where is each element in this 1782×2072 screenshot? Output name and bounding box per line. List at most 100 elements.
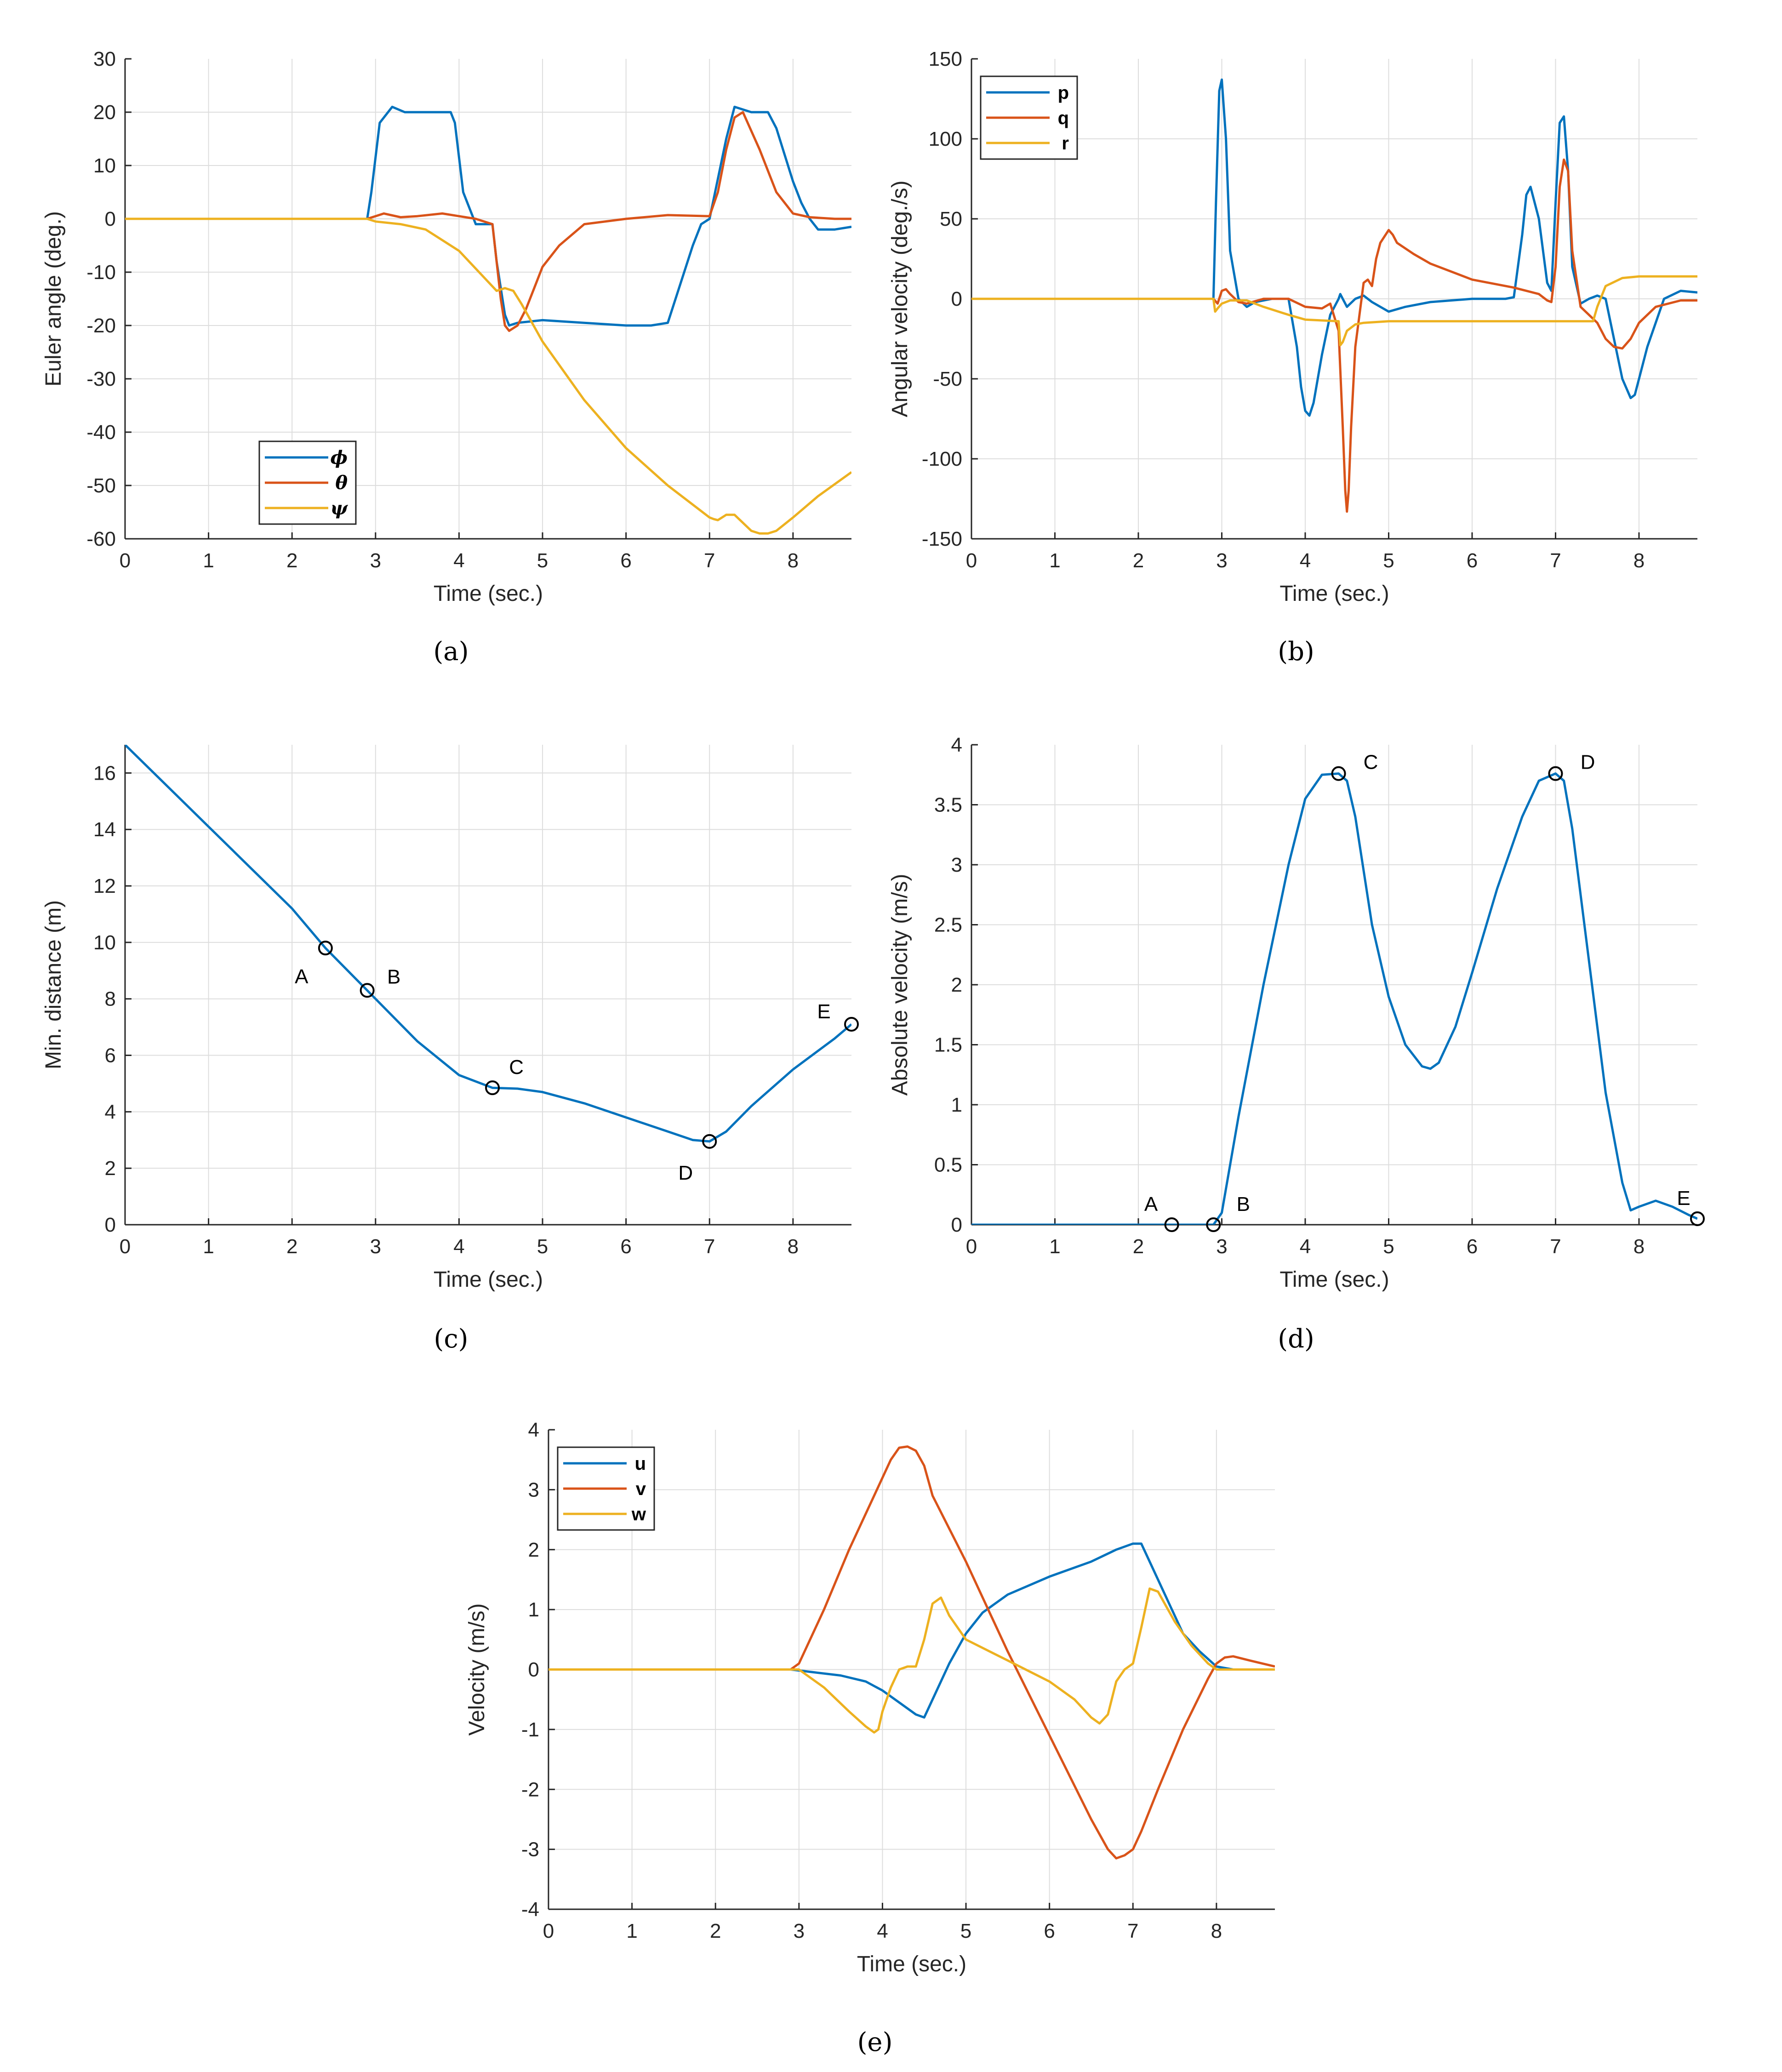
x-tick-label: 5: [1383, 1235, 1394, 1258]
panel-label-b: (b): [1278, 637, 1314, 667]
x-tick-label: 4: [453, 1235, 464, 1258]
x-tick-label: 7: [704, 1235, 715, 1258]
x-tick-label: 4: [1300, 549, 1311, 572]
marker-label-E: E: [817, 1000, 830, 1023]
x-axis-label: Time (sec.): [434, 1267, 543, 1292]
legend-label-q: q: [1058, 108, 1069, 128]
marker-B: [360, 983, 375, 998]
x-tick-label: 2: [286, 1235, 297, 1258]
x-tick-label: 4: [1300, 1235, 1311, 1258]
legend-label-r: r: [1062, 133, 1069, 154]
legend-label-ϕ: ϕ: [330, 447, 348, 468]
legend: uvw: [557, 1446, 655, 1531]
x-tick-label: 8: [788, 1235, 799, 1258]
x-tick-label: 3: [1216, 1235, 1227, 1258]
x-tick-label: 5: [1383, 549, 1394, 572]
x-tick-label: 6: [620, 549, 631, 572]
x-tick-label: 7: [704, 549, 715, 572]
x-tick-label: 1: [203, 549, 214, 572]
x-tick-label: 1: [1049, 1235, 1060, 1258]
marker-label-D: D: [1581, 751, 1595, 774]
x-tick-label: 5: [960, 1920, 971, 1942]
y-tick-label: 1: [951, 1094, 962, 1116]
x-axis-label: Time (sec.): [434, 582, 543, 606]
y-tick-label: 0: [951, 288, 962, 310]
y-tick-label: 2: [528, 1539, 539, 1561]
x-tick-label: 2: [710, 1920, 721, 1942]
marker-label-C: C: [509, 1056, 524, 1079]
x-tick-label: 0: [966, 1235, 977, 1258]
x-tick-label: 6: [620, 1235, 631, 1258]
y-tick-label: 30: [93, 48, 116, 70]
y-tick-label: 0: [105, 1214, 116, 1236]
series-line-r: [971, 275, 1697, 347]
y-tick-label: -150: [922, 528, 962, 550]
marker-C: [485, 1080, 500, 1096]
y-tick-label: 1: [528, 1598, 539, 1621]
y-tick-label: 3: [528, 1478, 539, 1501]
legend-label-u: u: [635, 1454, 646, 1474]
y-axis-label: Angular velocity (deg./s): [888, 181, 912, 417]
legend: ϕθψ: [258, 440, 357, 525]
marker-B: [1206, 1217, 1221, 1232]
y-axis-label: Euler angle (deg.): [41, 211, 66, 387]
x-tick-label: 3: [370, 1235, 381, 1258]
x-tick-label: 6: [1467, 1235, 1478, 1258]
series-line-u: [548, 1542, 1275, 1719]
x-tick-label: 1: [203, 1235, 214, 1258]
y-tick-label: 10: [93, 931, 116, 954]
chart-e: 0 1 2 3 4 5 6 7 8 -4 -3 -2 -1 0 1 2 3 4 Time (sec.) Velocit…: [465, 1419, 1275, 1976]
marker-label-D: D: [678, 1162, 693, 1184]
x-tick-label: 8: [1634, 1235, 1645, 1258]
x-tick-label: 6: [1467, 549, 1478, 572]
marker-D: [702, 1134, 717, 1149]
y-tick-label: 10: [93, 154, 116, 177]
series-line-w: [548, 1587, 1275, 1734]
y-tick-label: 4: [951, 734, 962, 756]
series-line-velocity: [971, 772, 1697, 1225]
y-tick-label: -30: [86, 368, 116, 390]
y-tick-label: -100: [922, 448, 962, 470]
series-line-distance: [125, 745, 851, 1143]
legend-label-p: p: [1058, 83, 1069, 103]
marker-C: [1331, 766, 1346, 781]
x-tick-label: 3: [1216, 549, 1227, 572]
x-tick-label: 0: [120, 1235, 131, 1258]
x-tick-label: 8: [1211, 1920, 1222, 1942]
panel-label-a: (a): [433, 637, 469, 667]
marker-E: [844, 1016, 859, 1032]
series-line-ψ: [125, 217, 851, 535]
x-tick-label: 0: [543, 1920, 554, 1942]
x-tick-label: 1: [626, 1920, 637, 1942]
y-tick-label: 2.5: [934, 914, 962, 936]
y-tick-label: 20: [93, 101, 116, 124]
x-tick-label: 8: [788, 549, 799, 572]
marker-label-E: E: [1677, 1187, 1690, 1210]
y-axis-label: Absolute velocity (m/s): [888, 874, 912, 1096]
series-line-v: [548, 1445, 1275, 1860]
marker-E: [1690, 1211, 1705, 1226]
y-axis-label: Velocity (m/s): [465, 1603, 489, 1735]
y-tick-label: -10: [86, 261, 116, 284]
marker-A: [1164, 1217, 1179, 1232]
x-tick-label: 6: [1044, 1920, 1055, 1942]
y-tick-label: 150: [929, 48, 962, 70]
y-tick-label: 2: [951, 974, 962, 996]
x-tick-label: 4: [453, 549, 464, 572]
x-axis-label: Time (sec.): [1279, 582, 1389, 606]
y-tick-label: 16: [93, 762, 116, 784]
marker-D: [1548, 766, 1563, 781]
x-tick-label: 4: [877, 1920, 888, 1942]
panel-label-d: (d): [1278, 1324, 1314, 1354]
series-line-p: [971, 78, 1697, 417]
x-tick-label: 3: [794, 1920, 805, 1942]
x-tick-label: 7: [1127, 1920, 1138, 1942]
chart-a: 0 1 2 3 4 5 6 7 8 -60 -50 -40 -30 -20 -10 0 10 20 30 Time (…: [41, 48, 851, 606]
marker-label-C: C: [1364, 751, 1378, 774]
y-tick-label: -3: [521, 1838, 539, 1861]
y-tick-label: -20: [86, 314, 116, 337]
y-tick-label: 8: [105, 988, 116, 1010]
y-tick-label: -1: [521, 1718, 539, 1741]
